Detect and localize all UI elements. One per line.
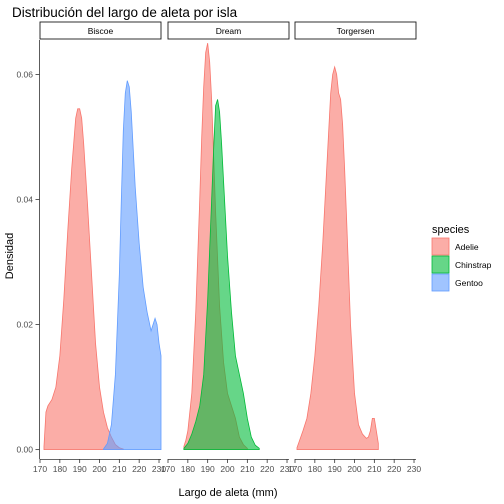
- y-tick-label: 0.06: [16, 69, 33, 79]
- x-tick-label: 200: [92, 464, 106, 474]
- density-area-adelie: [296, 65, 379, 451]
- facet-panel-torgersen: Torgersen 170 180 190 200 210 220 230: [288, 21, 421, 474]
- x-tick-label: 230: [280, 464, 294, 474]
- y-tick-label: 0.00: [16, 445, 33, 455]
- legend: species Adelie Chinstrap Gentoo: [431, 224, 492, 292]
- legend-label-gentoo: Gentoo: [455, 278, 483, 288]
- x-tick-label: 230: [152, 464, 166, 474]
- density-area-adelie: [43, 108, 124, 451]
- x-tick-label: 200: [220, 464, 234, 474]
- y-tick-label: 0.02: [16, 320, 33, 330]
- x-tick-label: 180: [181, 464, 195, 474]
- y-axis-label: Densidad: [4, 233, 16, 279]
- facet-panels: Biscoe 170 180 190 200 210 220 230 Dream 170 180 19…: [33, 21, 421, 474]
- facet-strip-label: Torgersen: [337, 26, 375, 36]
- legend-title: species: [432, 224, 470, 236]
- x-tick-label: 180: [53, 464, 67, 474]
- x-tick-label: 200: [347, 464, 361, 474]
- x-tick-label: 190: [328, 464, 342, 474]
- legend-label-adelie: Adelie: [455, 242, 479, 252]
- facet-strip: [294, 21, 417, 40]
- x-tick-label: 170: [161, 464, 175, 474]
- facet-panel-biscoe: Biscoe 170 180 190 200 210 220 230: [33, 21, 166, 474]
- facet-strip-label: Dream: [216, 26, 242, 36]
- x-tick-label: 220: [387, 464, 401, 474]
- x-tick-label: 210: [367, 464, 381, 474]
- x-tick-label: 190: [201, 464, 215, 474]
- legend-key-adelie: [431, 237, 450, 256]
- density-area-gentoo: [103, 80, 162, 451]
- legend-key-gentoo: [431, 273, 450, 292]
- legend-label-chinstrap: Chinstrap: [455, 260, 492, 270]
- y-tick-label: 0.04: [16, 194, 33, 204]
- x-tick-label: 190: [73, 464, 87, 474]
- x-axis-label: Largo de aleta (mm): [178, 487, 277, 499]
- legend-key-chinstrap: [431, 255, 450, 274]
- x-tick-label: 170: [288, 464, 302, 474]
- x-tick-label: 230: [407, 464, 421, 474]
- x-tick-label: 220: [260, 464, 274, 474]
- x-tick-label: 220: [132, 464, 146, 474]
- x-tick-label: 210: [240, 464, 254, 474]
- x-tick-label: 180: [308, 464, 322, 474]
- x-tick-label: 210: [112, 464, 126, 474]
- facet-strip: [167, 21, 290, 40]
- x-tick-label: 170: [33, 464, 47, 474]
- facet-strip: [39, 21, 162, 40]
- facet-strip-label: Biscoe: [88, 26, 114, 36]
- y-axis-ticks: 0.00 0.02 0.04 0.06: [16, 69, 40, 455]
- chart-title: Distribución del largo de aleta por isla: [12, 5, 238, 20]
- facet-panel-dream: Dream 170 180 190 200 210 220 230: [161, 21, 294, 474]
- density-area-chinstrap: [183, 99, 260, 451]
